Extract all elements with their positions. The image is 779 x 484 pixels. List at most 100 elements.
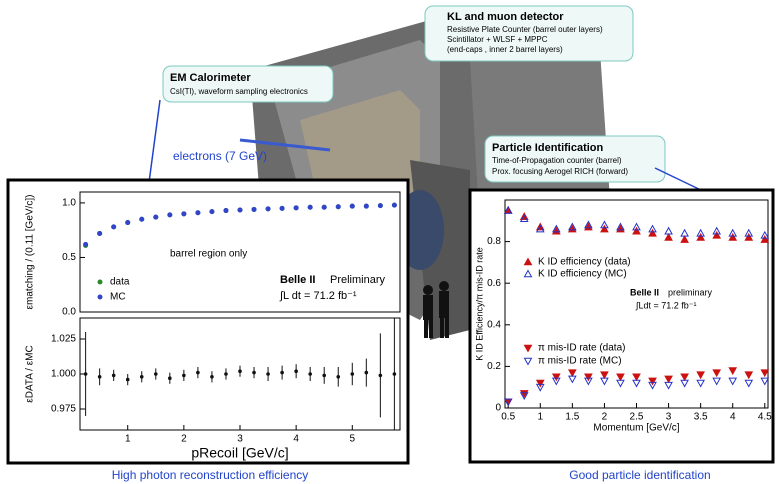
marker — [584, 377, 593, 386]
marker — [181, 211, 187, 217]
marker — [584, 220, 593, 229]
marker — [97, 375, 102, 379]
marker — [648, 224, 657, 233]
marker — [168, 376, 172, 381]
marker — [265, 206, 271, 212]
marker — [266, 372, 270, 376]
marker — [648, 228, 657, 237]
x-tick-label: 4 — [293, 434, 299, 445]
marker — [294, 369, 298, 374]
x-tick-label: 4 — [730, 412, 736, 423]
caption: High photon reconstruction efficiency — [112, 468, 309, 482]
marker — [335, 204, 341, 210]
marker — [551, 224, 561, 233]
callout-line: Resistive Plate Counter (barrel outer la… — [447, 25, 603, 34]
y-tick-label: 0.0 — [62, 307, 76, 318]
y-tick-label: 0.2 — [487, 361, 501, 372]
marker — [568, 222, 577, 231]
callout-title: KL and muon detector — [447, 11, 564, 23]
marker — [600, 220, 609, 229]
arrow — [147, 99, 161, 191]
marker — [210, 375, 214, 379]
marker — [712, 377, 722, 386]
marker — [632, 222, 641, 231]
marker — [503, 398, 513, 407]
marker — [336, 375, 341, 379]
plot-frame — [79, 191, 401, 313]
marker — [83, 372, 88, 376]
marker — [280, 370, 284, 375]
x-tick-label: 3 — [237, 434, 243, 445]
y-tick-label: 0.4 — [487, 319, 501, 330]
legend-label: π mis-ID rate (MC) — [538, 356, 622, 367]
x-tick-label: 2.5 — [630, 412, 644, 423]
callout-pid: Particle Identification Time-of-Propagat… — [484, 135, 666, 183]
marker — [616, 373, 625, 382]
callout-title: EM Calorimeter — [170, 72, 251, 84]
marker — [664, 381, 673, 390]
marker — [251, 206, 257, 212]
marker — [744, 228, 754, 237]
marker — [223, 208, 229, 214]
x-axis-label: Momentum [GeV/c] — [593, 423, 679, 434]
y-tick-label: 0.8 — [487, 236, 501, 247]
marker — [125, 377, 130, 382]
marker — [209, 209, 215, 215]
marker — [503, 205, 513, 214]
y-axis-label: K ID Efficiency/π mis-ID rate — [474, 247, 484, 361]
legend-label: K ID efficiency (MC) — [538, 269, 627, 280]
marker — [712, 230, 722, 239]
marker — [728, 367, 738, 376]
annotation: preliminary — [668, 287, 713, 297]
marker — [195, 210, 201, 216]
marker — [519, 392, 529, 401]
callout-line: Time-of-Propagation counter (barrel) — [492, 156, 622, 165]
marker — [97, 294, 103, 300]
y-tick-label: 0.975 — [51, 404, 76, 415]
y-axis-label: εDATA / εMC — [25, 345, 36, 402]
marker — [182, 373, 186, 378]
plot-box — [6, 178, 410, 465]
marker — [712, 226, 722, 235]
marker — [616, 224, 625, 233]
marker — [378, 373, 383, 378]
marker — [744, 379, 754, 388]
marker — [252, 370, 256, 375]
marker — [322, 373, 327, 378]
marker — [680, 373, 689, 382]
marker — [760, 369, 770, 378]
marker — [680, 234, 689, 243]
marker — [584, 373, 593, 382]
marker — [680, 228, 689, 237]
callout-klm: KL and muon detector Resistive Plate Cou… — [424, 5, 634, 62]
marker — [551, 377, 561, 386]
y-tick-label: 0 — [495, 403, 501, 414]
plot-box — [468, 188, 775, 464]
marker — [391, 202, 397, 208]
x-tick-label: 0.5 — [501, 412, 515, 423]
callout-title: Particle Identification — [492, 142, 604, 154]
x-axis-label: pRecoil [GeV/c] — [191, 445, 288, 461]
annotation: Belle II — [280, 274, 315, 286]
marker — [600, 377, 609, 386]
marker — [728, 377, 738, 386]
marker — [535, 379, 545, 388]
marker — [349, 203, 355, 209]
marker — [125, 220, 131, 226]
marker — [744, 371, 754, 380]
callout-line: Scintillator + WLSF + MPPC — [447, 35, 548, 44]
marker — [392, 372, 397, 376]
legend-label: π mis-ID rate (data) — [538, 343, 625, 354]
marker — [139, 216, 145, 222]
annotation: Preliminary — [330, 274, 386, 286]
marker — [237, 207, 243, 213]
marker — [196, 370, 200, 375]
marker — [568, 375, 577, 384]
marker — [600, 371, 609, 380]
beam-label: electrons (7 GeV) — [173, 149, 267, 163]
x-tick-label: 1.5 — [565, 412, 579, 423]
marker — [523, 269, 533, 278]
callout-line: Prox. focusing Aerogel RICH (forward) — [492, 167, 628, 176]
marker — [519, 390, 529, 398]
